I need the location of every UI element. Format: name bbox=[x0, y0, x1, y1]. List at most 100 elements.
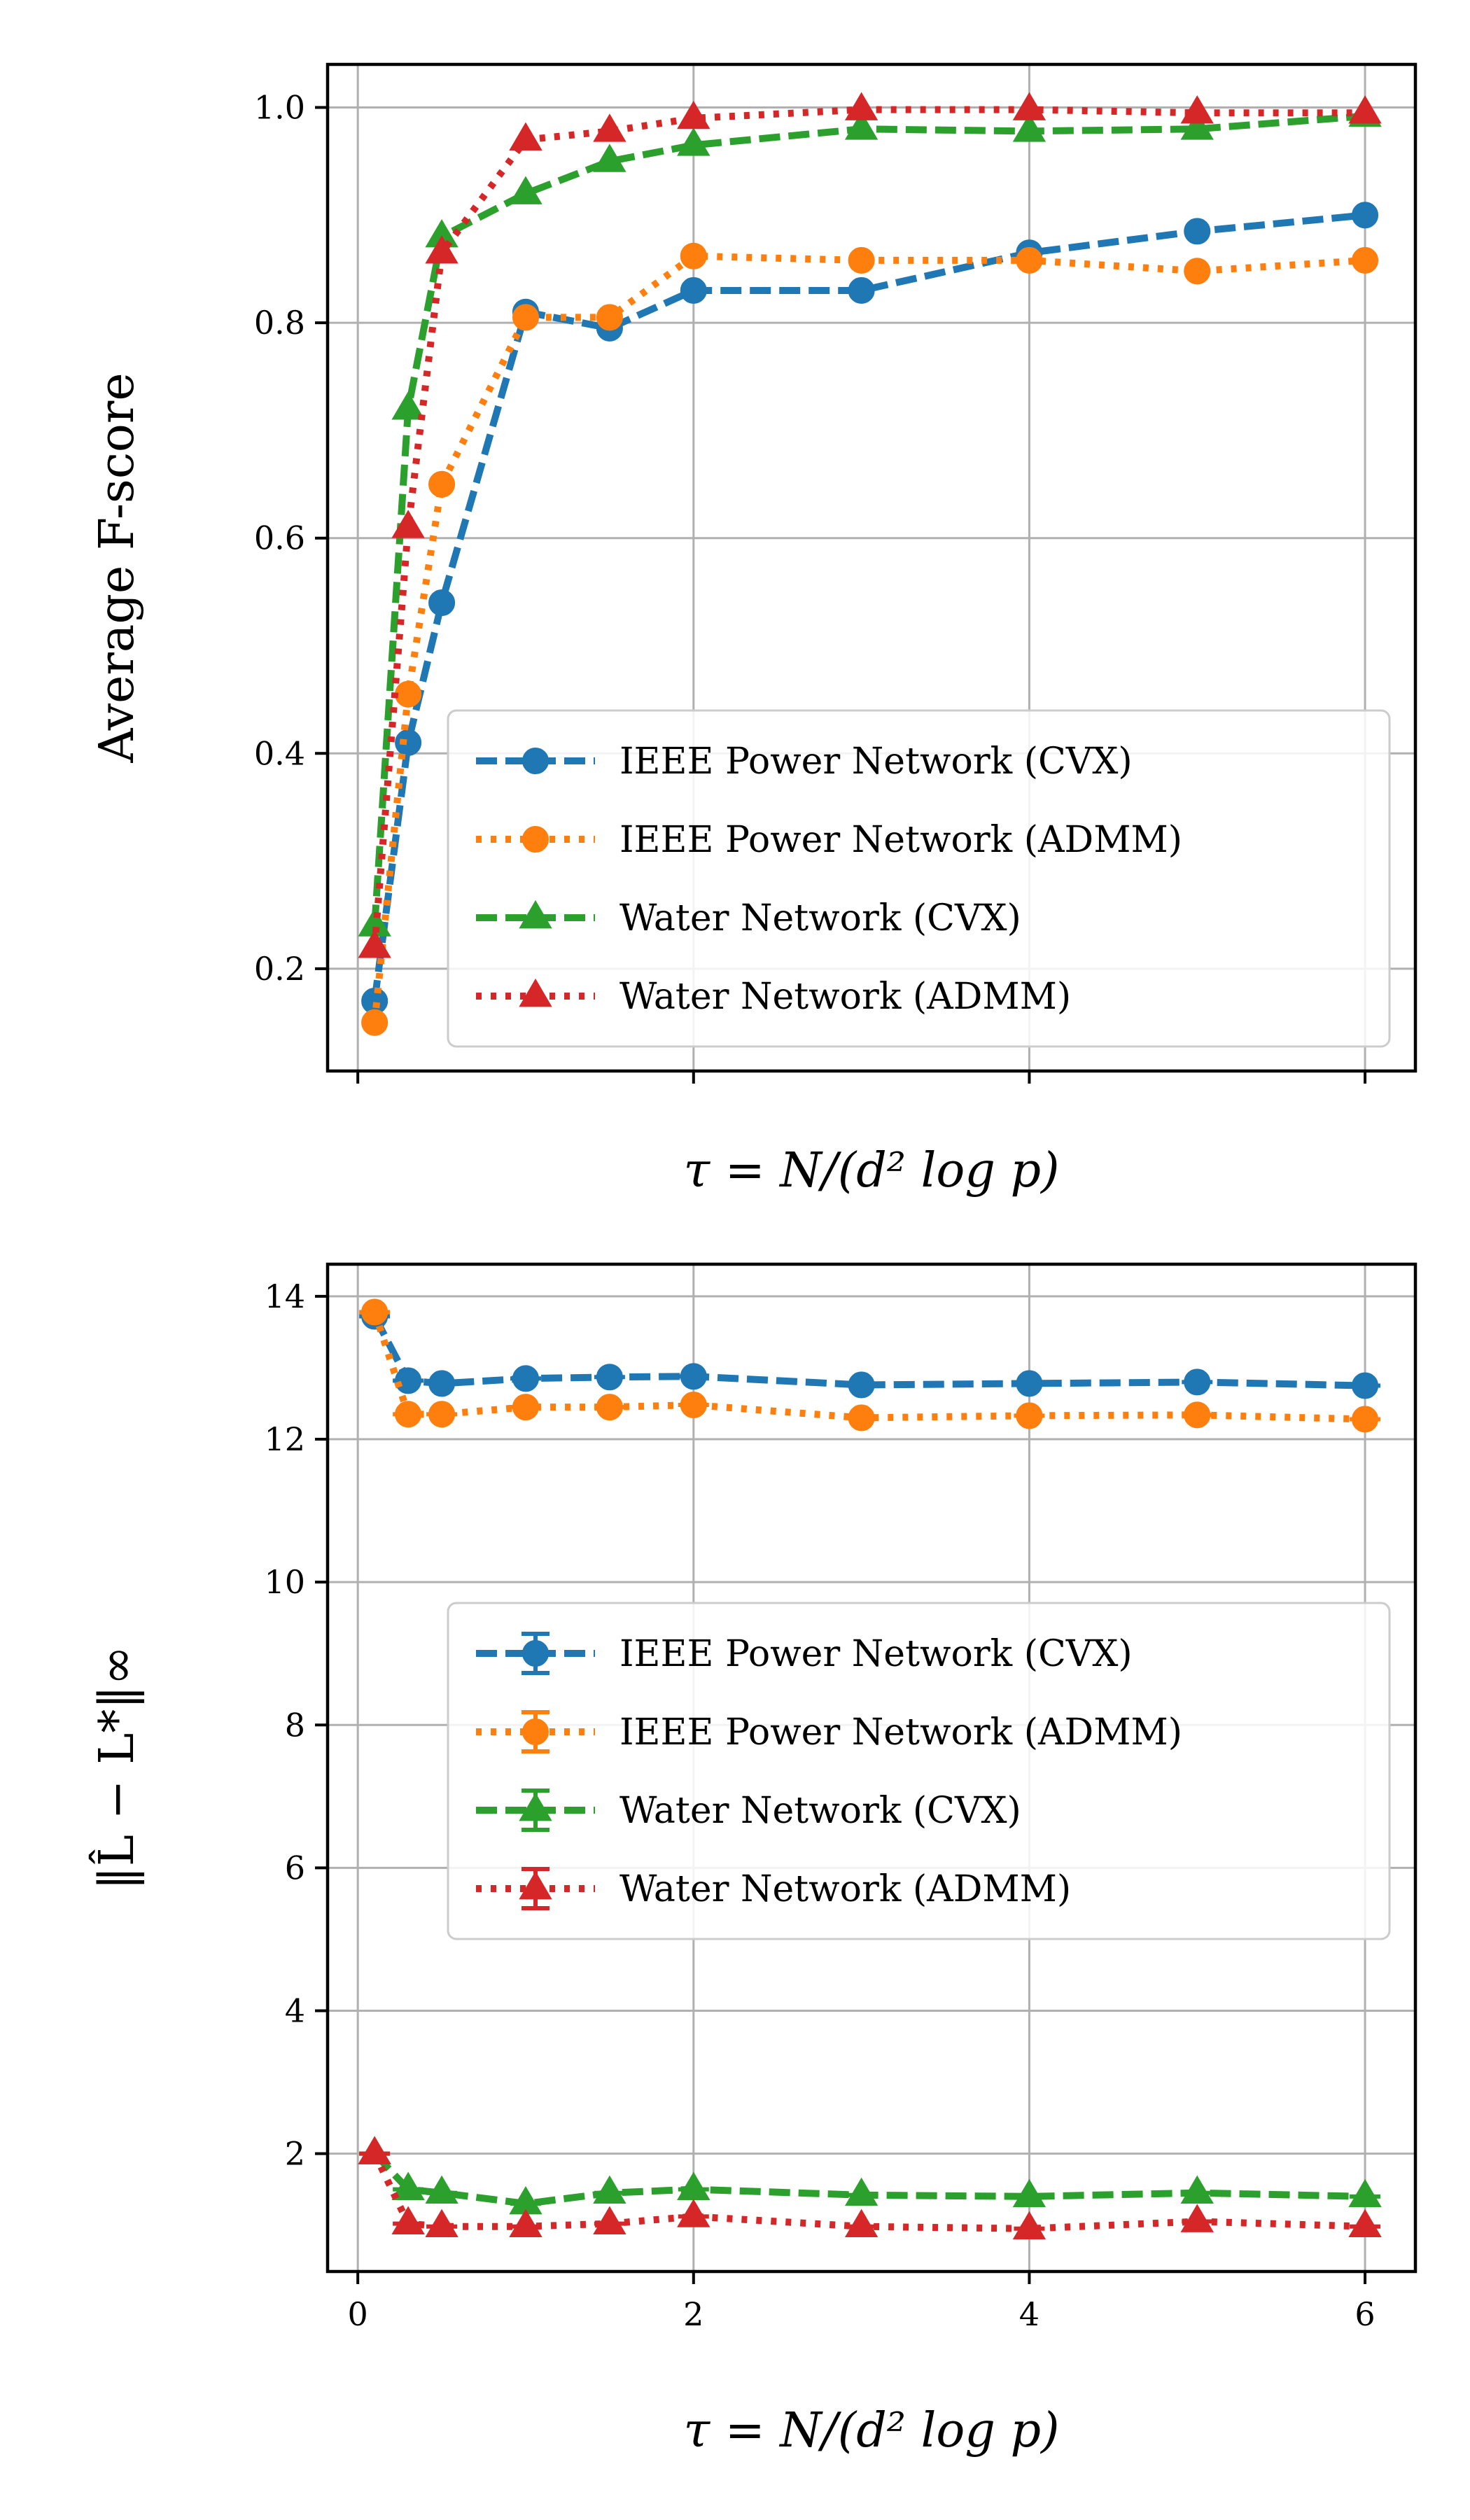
data-point bbox=[593, 113, 626, 142]
series-line bbox=[371, 2152, 1366, 2232]
data-point bbox=[596, 1364, 623, 1391]
data-point bbox=[844, 2177, 878, 2206]
data-point bbox=[1012, 2211, 1046, 2240]
axes-frame bbox=[326, 62, 1418, 1073]
legend-label: IEEE Power Network (CVX) bbox=[620, 741, 1133, 783]
data-point bbox=[677, 127, 710, 156]
data-point bbox=[593, 144, 626, 172]
x-tick-label: 2 bbox=[683, 2295, 704, 2333]
y-tick-label: 1.0 bbox=[254, 89, 305, 127]
data-point bbox=[1348, 95, 1382, 124]
data-point bbox=[1012, 92, 1046, 120]
y-tick-label: 0.4 bbox=[254, 734, 305, 772]
data-point bbox=[1012, 113, 1046, 142]
series-1 bbox=[359, 1298, 1381, 1433]
legend-entry: Water Network (ADMM) bbox=[476, 976, 1071, 1018]
x-axis-label: τ = N/(d² log p) bbox=[683, 2403, 1059, 2458]
data-point bbox=[509, 176, 542, 204]
series-line bbox=[371, 112, 1366, 926]
data-point bbox=[428, 470, 456, 498]
data-point bbox=[1352, 1372, 1379, 1399]
legend-marker bbox=[522, 1639, 550, 1667]
data-point bbox=[1184, 1401, 1211, 1429]
data-point bbox=[844, 111, 878, 140]
legend-label: IEEE Power Network (ADMM) bbox=[620, 1712, 1182, 1754]
data-point bbox=[844, 2208, 878, 2238]
data-point bbox=[1352, 1406, 1379, 1433]
data-point bbox=[361, 1298, 388, 1326]
data-point bbox=[509, 122, 542, 150]
legend-label: Water Network (CVX) bbox=[620, 1790, 1021, 1832]
data-point bbox=[677, 100, 710, 130]
data-point bbox=[1016, 1402, 1043, 1429]
series-line bbox=[371, 1310, 1366, 1423]
data-point bbox=[677, 2199, 710, 2227]
y-tick-label: 2 bbox=[285, 2135, 305, 2173]
legend-marker bbox=[519, 899, 552, 929]
data-point bbox=[1352, 202, 1379, 229]
x-tick-label: 0 bbox=[348, 2295, 368, 2333]
data-point bbox=[391, 391, 425, 420]
data-point bbox=[509, 2208, 542, 2238]
data-point bbox=[1352, 246, 1379, 274]
data-point bbox=[680, 276, 707, 304]
data-point bbox=[395, 729, 422, 756]
legend-entry: Water Network (CVX) bbox=[476, 1788, 1021, 1832]
y-tick-label: 10 bbox=[264, 1563, 305, 1601]
legend-marker bbox=[519, 1870, 552, 1900]
data-point bbox=[428, 1401, 456, 1428]
legend-entry: Water Network (CVX) bbox=[476, 897, 1021, 939]
legend-marker bbox=[522, 1718, 550, 1746]
data-point bbox=[848, 1371, 875, 1399]
data-point bbox=[1180, 2204, 1214, 2232]
legend-label: Water Network (ADMM) bbox=[620, 1868, 1071, 1910]
fscore-panel: 0.2 0.4 0.6 0.8 1.0 τ = N/(d² log p) Average F… bbox=[90, 62, 1418, 1198]
y-axis-label: Average F-score bbox=[90, 372, 145, 763]
data-point bbox=[361, 1009, 388, 1036]
data-point bbox=[428, 589, 456, 617]
y-tick-label: 6 bbox=[285, 1849, 305, 1886]
series-1 bbox=[361, 242, 1379, 1036]
data-point bbox=[848, 246, 875, 274]
data-point bbox=[512, 1394, 540, 1421]
series-line bbox=[372, 2151, 1366, 2208]
data-point bbox=[593, 2206, 626, 2234]
y-tick-label: 8 bbox=[285, 1706, 305, 1744]
data-point bbox=[1184, 1368, 1211, 1396]
data-point bbox=[593, 2175, 626, 2204]
legend-marker bbox=[519, 978, 552, 1007]
data-point bbox=[428, 1370, 456, 1397]
data-point bbox=[358, 2136, 391, 2164]
data-point bbox=[391, 2206, 425, 2234]
data-point bbox=[848, 276, 875, 304]
legend-box bbox=[447, 1602, 1391, 1940]
legend: IEEE Power Network (CVX) IEEE Power Netwo… bbox=[447, 1602, 1391, 1940]
data-point bbox=[680, 1363, 707, 1390]
x-axis-label: τ = N/(d² log p) bbox=[683, 1143, 1059, 1198]
data-point bbox=[1184, 218, 1211, 245]
legend-entry: IEEE Power Network (CVX) bbox=[476, 1632, 1133, 1675]
series-line bbox=[371, 1315, 1366, 1390]
legend-entry: Water Network (ADMM) bbox=[476, 1867, 1071, 1910]
series-3 bbox=[358, 2136, 1382, 2240]
series-3 bbox=[358, 92, 1382, 958]
x-tick-label: 6 bbox=[1354, 2295, 1375, 2333]
axes-frame bbox=[326, 1262, 1418, 2274]
legend-marker bbox=[522, 747, 550, 775]
data-point bbox=[848, 1404, 875, 1432]
legend-marker bbox=[519, 1792, 552, 1821]
legend-entry: IEEE Power Network (ADMM) bbox=[476, 1710, 1182, 1754]
data-point bbox=[1016, 1370, 1043, 1397]
data-point bbox=[596, 1394, 623, 1421]
data-point bbox=[425, 235, 458, 264]
error-norm-panel: 0 2 4 6 2 4 6 8 10 12 14 τ = N/(d² log p) ‖L̂ − L*‖∞… bbox=[89, 1262, 1418, 2458]
data-point bbox=[1184, 258, 1211, 285]
legend-box bbox=[447, 709, 1391, 1048]
legend-label: Water Network (ADMM) bbox=[620, 976, 1071, 1018]
data-point bbox=[1180, 2175, 1214, 2204]
legend-label: IEEE Power Network (CVX) bbox=[620, 1633, 1133, 1675]
x-tick-label: 4 bbox=[1019, 2295, 1040, 2333]
y-tick-label: 4 bbox=[285, 1991, 305, 2029]
series-line bbox=[371, 106, 1366, 948]
